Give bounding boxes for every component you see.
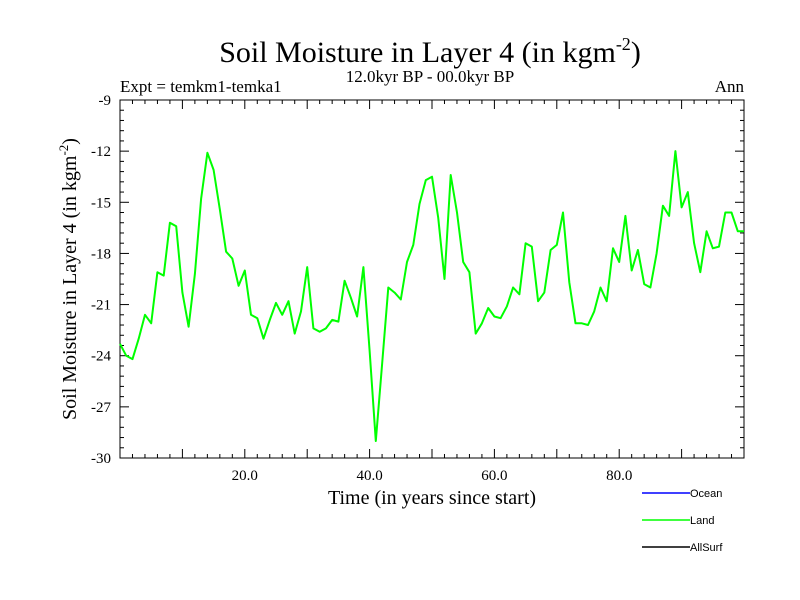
y-tick-label: -18 bbox=[91, 246, 111, 262]
series-line-land bbox=[119, 150, 744, 442]
axis-ticks bbox=[120, 100, 744, 458]
y-axis-label: Soil Moisture in Layer 4 (in kgm-2) bbox=[56, 138, 81, 420]
x-axis-label: Time (in years since start) bbox=[328, 487, 536, 509]
x-tick-label: 60.0 bbox=[481, 468, 507, 484]
legend: Ocean Land AllSurf bbox=[642, 488, 723, 554]
y-tick-label: -30 bbox=[91, 451, 111, 467]
x-tick-label: 20.0 bbox=[232, 468, 258, 484]
y-tick-label: -12 bbox=[91, 144, 111, 160]
chart-subtitle: 12.0kyr BP - 00.0kyr BP bbox=[346, 67, 514, 86]
legend-land-label: Land bbox=[690, 515, 714, 527]
legend-ocean-label: Ocean bbox=[690, 488, 722, 500]
y-tick-label: -21 bbox=[91, 298, 111, 314]
series-layer bbox=[119, 150, 744, 442]
x-tick-label: 40.0 bbox=[356, 468, 382, 484]
y-tick-label: -24 bbox=[91, 349, 111, 365]
legend-allsurf-label: AllSurf bbox=[690, 542, 723, 554]
season-label: Ann bbox=[715, 77, 745, 96]
y-tick-label: -27 bbox=[91, 400, 111, 416]
experiment-label: Expt = temkm1-temka1 bbox=[120, 77, 282, 96]
plot-frame bbox=[119, 99, 745, 459]
y-tick-label: -9 bbox=[99, 93, 112, 109]
y-tick-label: -15 bbox=[91, 195, 111, 211]
chart-title: Soil Moisture in Layer 4 (in kgm-2) bbox=[219, 34, 641, 69]
axis-tick-labels: 20.0 40.0 60.0 80.0 -30 -27 -24 -21 -18 -15 -12 -9 bbox=[91, 93, 632, 484]
x-tick-label: 80.0 bbox=[606, 468, 632, 484]
